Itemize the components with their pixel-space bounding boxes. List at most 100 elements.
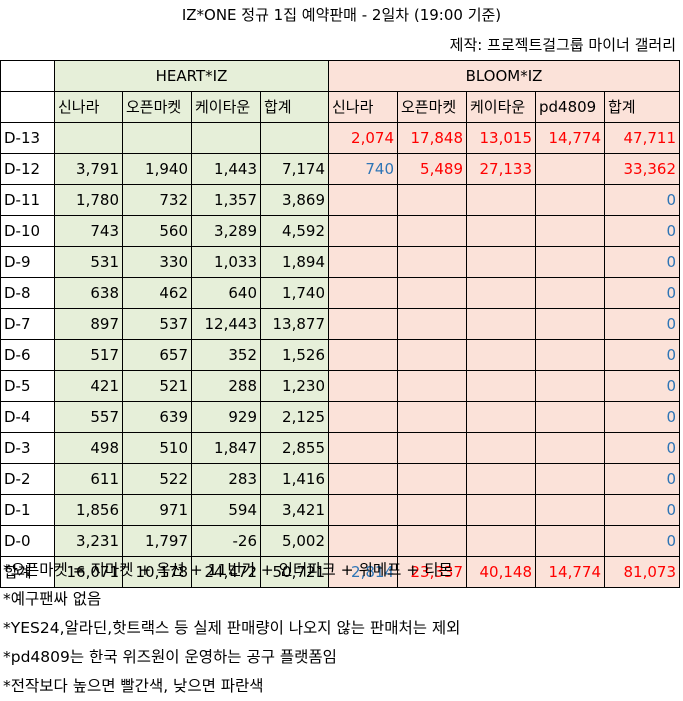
bloom-cell (466, 432, 536, 464)
bloom-cell (328, 525, 398, 557)
heart-cell: 640 (191, 277, 261, 309)
table-row: D-9 531 330 1,033 1,894 0 (0, 246, 680, 278)
total-label: 합계 (0, 556, 55, 588)
bloom-cell (397, 525, 467, 557)
bloom-cell: 0 (604, 463, 680, 495)
heart-cell: 743 (54, 215, 123, 247)
bloom-cell (535, 463, 605, 495)
row-label: D-0 (0, 525, 55, 557)
heart-cell: 1,940 (122, 153, 192, 185)
heart-cell: 531 (54, 246, 123, 278)
table-row: D-6 517 657 352 1,526 0 (0, 339, 680, 371)
sales-table: HEART*IZ BLOOM*IZ 신나라 오픈마켓 케이타운 합계 신나라 오… (0, 60, 680, 588)
row-label: D-12 (0, 153, 55, 185)
row-label: D-11 (0, 184, 55, 216)
bloom-cell (535, 246, 605, 278)
bloom-col-header: 합계 (604, 91, 680, 123)
note-item: *pd4809는 한국 위즈원이 운영하는 공구 플랫폼임 (3, 648, 337, 666)
table-row: D-11 1,780 732 1,357 3,869 0 (0, 184, 680, 216)
bloom-total-cell: 81,073 (604, 556, 680, 588)
table-row: D-5 421 521 288 1,230 0 (0, 370, 680, 402)
bloom-cell (535, 184, 605, 216)
bloom-cell (328, 370, 398, 402)
heart-cell (191, 122, 261, 154)
corner-cell (0, 60, 55, 92)
row-label: D-6 (0, 339, 55, 371)
bloom-cell (466, 401, 536, 433)
bloom-cell: 13,015 (466, 122, 536, 154)
page-title: IZ*ONE 정규 1집 예약판매 - 2일차 (19:00 기준) (181, 6, 502, 24)
table-row: D-10 743 560 3,289 4,592 0 (0, 215, 680, 247)
bloom-cell (466, 463, 536, 495)
bloom-cell: 0 (604, 215, 680, 247)
row-label: D-4 (0, 401, 55, 433)
heart-cell: 3,791 (54, 153, 123, 185)
bloom-cell: 0 (604, 277, 680, 309)
heart-cell: 13,877 (260, 308, 329, 340)
bloom-cell (535, 432, 605, 464)
heart-cell: 1,443 (191, 153, 261, 185)
heart-cell: 7,174 (260, 153, 329, 185)
corner-cell (0, 91, 55, 123)
heart-col-header: 케이타운 (191, 91, 261, 123)
heart-cell: 732 (122, 184, 192, 216)
row-label: D-10 (0, 215, 55, 247)
bloom-cell (328, 277, 398, 309)
row-label: D-9 (0, 246, 55, 278)
group-header-row: HEART*IZ BLOOM*IZ (0, 60, 680, 92)
heart-cell: 1,856 (54, 494, 123, 526)
bloom-cell (397, 184, 467, 216)
bloom-cell (535, 370, 605, 402)
heart-cell: 462 (122, 277, 192, 309)
table-row: D-7 897 537 12,443 13,877 0 (0, 308, 680, 340)
bloom-cell: 17,848 (397, 122, 467, 154)
bloom-cell (535, 339, 605, 371)
bloom-col-header: 오픈마켓 (397, 91, 467, 123)
bloom-total-cell: 23,337 (397, 556, 467, 588)
heart-cell: 1,894 (260, 246, 329, 278)
bloom-cell: 0 (604, 432, 680, 464)
heart-cell: 3,231 (54, 525, 123, 557)
bloom-col-header: 케이타운 (466, 91, 536, 123)
bloom-cell: 14,774 (535, 122, 605, 154)
heart-total-cell: 10,178 (122, 556, 192, 588)
heart-col-header: 신나라 (54, 91, 123, 123)
bloom-cell (466, 308, 536, 340)
heart-cell: 352 (191, 339, 261, 371)
total-row: 합계 16,071 10,178 24,472 50,721 2,814 23,337 40,… (0, 556, 680, 588)
bloom-total-cell: 14,774 (535, 556, 605, 588)
heart-cell: 1,847 (191, 432, 261, 464)
heart-cell: 2,125 (260, 401, 329, 433)
note-item: *YES24,알라딘,핫트랙스 등 실제 판매량이 나오지 않는 판매처는 제외 (3, 619, 461, 637)
bloom-cell (328, 184, 398, 216)
notes-list: *오픈마켓 = 지마켓 + 옥션 + 11번가 + 인터파크 + 위메프 + 티… (0, 556, 683, 701)
bloom-cell (397, 308, 467, 340)
heart-cell (54, 122, 123, 154)
row-label: D-8 (0, 277, 55, 309)
heart-cell: 560 (122, 215, 192, 247)
bloom-cell (535, 401, 605, 433)
note-item: *예구팬싸 없음 (3, 590, 102, 608)
bloom-cell (397, 277, 467, 309)
heart-cell: 1,797 (122, 525, 192, 557)
heart-cell: 522 (122, 463, 192, 495)
bloom-cell: 0 (604, 339, 680, 371)
heart-cell: 1,230 (260, 370, 329, 402)
note-item: *전작보다 높으면 빨간색, 낮으면 파란색 (3, 677, 264, 695)
credit-line: 제작: 프로젝트걸그룹 마이너 갤러리 (449, 36, 676, 54)
bloom-cell (328, 246, 398, 278)
heart-cell: 639 (122, 401, 192, 433)
heart-cell: 657 (122, 339, 192, 371)
bloom-cell (328, 339, 398, 371)
heart-cell: 521 (122, 370, 192, 402)
heart-cell: 638 (54, 277, 123, 309)
heart-cell: 929 (191, 401, 261, 433)
bloom-cell: 0 (604, 370, 680, 402)
table-row: D-1 1,856 971 594 3,421 0 (0, 494, 680, 526)
bloom-cell (328, 401, 398, 433)
row-label: D-1 (0, 494, 55, 526)
heart-cell: 1,740 (260, 277, 329, 309)
bloom-cell (397, 339, 467, 371)
bloom-total-cell: 40,148 (466, 556, 536, 588)
heart-cell: 421 (54, 370, 123, 402)
